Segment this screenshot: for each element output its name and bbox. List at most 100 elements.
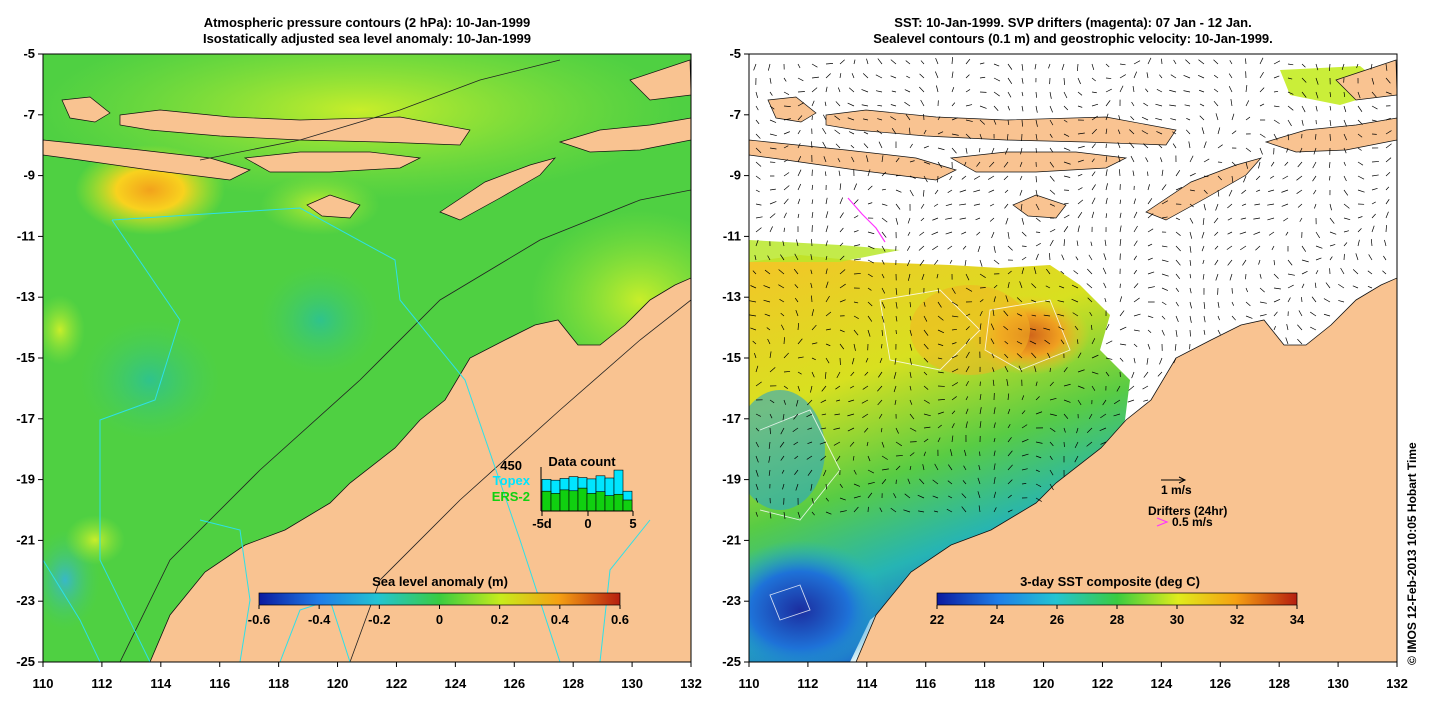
velocity-arrow xyxy=(783,511,786,519)
velocity-arrow xyxy=(811,141,813,149)
velocity-arrow xyxy=(895,217,899,225)
velocity-arrow xyxy=(1189,287,1192,294)
velocity-arrow xyxy=(1385,63,1388,71)
velocity-arrow xyxy=(951,133,959,136)
velocity-arrow xyxy=(1370,63,1373,70)
velocity-arrow xyxy=(1105,156,1108,163)
velocity-arrow xyxy=(847,102,855,107)
velocity-arrow xyxy=(907,273,911,281)
left-x-tick-label: 120 xyxy=(327,676,349,691)
ers2-count-bar xyxy=(550,493,561,512)
sea-level-colorbar-tick-label: 0 xyxy=(436,612,443,627)
velocity-arrow xyxy=(862,413,869,419)
velocity-arrow xyxy=(1105,63,1110,68)
right-y-tick-label: -23 xyxy=(722,593,741,608)
velocity-arrow xyxy=(948,495,953,499)
velocity-arrow xyxy=(1245,161,1248,169)
velocity-arrow xyxy=(1077,132,1085,135)
velocity-arrow xyxy=(1258,259,1261,265)
velocity-arrow xyxy=(1253,231,1261,235)
right-axes: -5 -7 -9 -11 -13 -15 -17 -19 -21 -23 -25 110 112 114 1… xyxy=(722,46,1408,691)
velocity-arrow xyxy=(909,315,912,321)
velocity-arrow xyxy=(1133,240,1138,247)
velocity-arrow xyxy=(1301,283,1305,289)
velocity-arrow xyxy=(825,281,829,289)
velocity-arrow xyxy=(1215,203,1219,211)
velocity-arrow xyxy=(1035,147,1037,153)
velocity-arrow xyxy=(1385,186,1390,191)
velocity-arrow xyxy=(1077,199,1084,205)
velocity-arrow xyxy=(1175,217,1181,221)
velocity-arrow xyxy=(825,211,829,219)
velocity-arrow xyxy=(1063,77,1065,85)
velocity-arrow xyxy=(769,133,777,137)
velocity-arrow xyxy=(937,371,944,374)
velocity-arrow xyxy=(979,421,982,429)
velocity-arrow xyxy=(1315,91,1319,99)
velocity-arrow xyxy=(1258,161,1261,169)
velocity-arrow xyxy=(920,99,925,107)
velocity-arrow xyxy=(1132,85,1135,93)
velocity-arrow xyxy=(1161,301,1167,306)
velocity-arrow xyxy=(1047,352,1051,359)
velocity-arrow xyxy=(1343,133,1348,141)
velocity-arrow xyxy=(863,143,869,149)
velocity-arrow xyxy=(937,424,942,429)
velocity-arrow xyxy=(881,259,885,265)
velocity-arrow xyxy=(769,367,776,373)
velocity-arrow xyxy=(951,315,959,318)
velocity-arrow xyxy=(951,368,959,373)
velocity-arrow xyxy=(919,86,925,93)
velocity-arrow xyxy=(779,441,785,448)
velocity-arrow xyxy=(755,161,762,167)
velocity-arrow xyxy=(821,385,827,392)
velocity-arrow xyxy=(853,301,859,304)
velocity-arrow xyxy=(1049,239,1054,247)
velocity-arrow xyxy=(797,213,800,219)
velocity-arrow xyxy=(755,497,759,503)
velocity-arrow xyxy=(1357,133,1363,138)
velocity-arrow xyxy=(1031,352,1037,359)
velocity-arrow xyxy=(1091,103,1099,107)
velocity-arrow xyxy=(992,309,995,317)
velocity-arrow xyxy=(1287,63,1294,66)
velocity-arrow xyxy=(811,239,813,247)
velocity-arrow xyxy=(1100,441,1107,445)
velocity-arrow xyxy=(919,478,925,485)
velocity-arrow xyxy=(810,254,813,261)
velocity-arrow xyxy=(1189,203,1194,208)
velocity-arrow xyxy=(909,385,912,391)
sst-colorbar-tick-label: 28 xyxy=(1110,612,1124,627)
velocity-arrow xyxy=(951,355,958,359)
velocity-arrow xyxy=(923,371,928,376)
velocity-arrow xyxy=(1007,270,1012,275)
velocity-arrow xyxy=(976,231,981,236)
velocity-arrow xyxy=(1146,357,1149,365)
velocity-arrow xyxy=(1021,267,1025,275)
velocity-arrow xyxy=(1076,427,1079,434)
velocity-arrow xyxy=(1021,231,1027,237)
velocity-arrow xyxy=(1049,413,1057,416)
velocity-arrow xyxy=(1117,142,1121,149)
velocity-arrow xyxy=(755,381,762,387)
velocity-arrow xyxy=(919,73,925,79)
velocity-arrow xyxy=(838,170,841,177)
velocity-arrow xyxy=(807,427,813,430)
velocity-arrow xyxy=(867,202,873,205)
velocity-arrow xyxy=(1005,295,1009,303)
velocity-arrow xyxy=(1175,315,1179,322)
velocity-arrow xyxy=(1077,339,1079,345)
velocity-arrow xyxy=(965,338,970,345)
velocity-arrow xyxy=(1255,175,1261,181)
velocity-arrow xyxy=(1046,268,1051,275)
velocity-arrow xyxy=(937,161,943,168)
right-x-tick-label: 116 xyxy=(915,676,936,691)
velocity-arrow xyxy=(779,299,785,303)
velocity-arrow xyxy=(1301,245,1307,252)
right-x-tick-label: 110 xyxy=(739,676,760,691)
sst-colorbar-tick-label: 32 xyxy=(1230,612,1244,627)
velocity-arrow xyxy=(1169,104,1177,107)
velocity-arrow xyxy=(881,468,889,471)
velocity-arrow xyxy=(749,300,757,303)
velocity-arrow xyxy=(754,254,757,261)
